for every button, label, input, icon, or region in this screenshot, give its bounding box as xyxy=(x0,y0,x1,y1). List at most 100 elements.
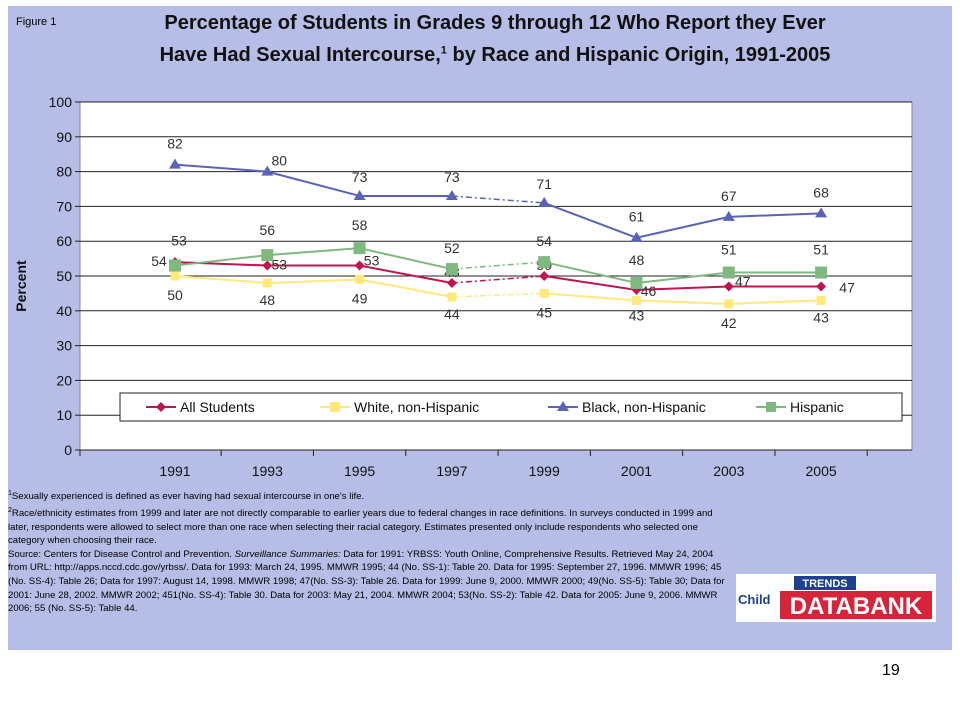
series-0-segment-3 xyxy=(451,275,545,284)
series-3-data-label-7: 51 xyxy=(813,242,829,258)
series-3-segment-2 xyxy=(359,247,453,271)
title-text-b: by Race and Hispanic Origin, 1991-2005 xyxy=(446,44,831,66)
series-3-data-label-2: 58 xyxy=(352,217,368,233)
x-tick-label-2003: 2003 xyxy=(713,463,744,479)
series-1-point-1 xyxy=(262,278,272,288)
series-1-point-7 xyxy=(816,295,826,305)
logo-child: Child xyxy=(738,592,771,607)
series-2-data-label-6: 67 xyxy=(721,188,737,204)
series-1-data-label-0: 50 xyxy=(167,287,183,303)
series-3-segment-4 xyxy=(543,261,637,284)
series-1-data-label-5: 43 xyxy=(629,307,645,323)
series-2-point-4 xyxy=(538,196,551,207)
series-2-data-label-2: 73 xyxy=(352,169,368,185)
series-1-data-label-7: 43 xyxy=(813,309,829,325)
series-1-data-label-6: 42 xyxy=(721,315,737,331)
series-0-segment-0 xyxy=(174,261,268,267)
footnote-1: 1Sexually experienced is defined as ever… xyxy=(8,490,365,503)
series-2-data-label-5: 61 xyxy=(629,209,645,225)
series-3-segment-5 xyxy=(636,271,729,284)
source-note: Source: Centers for Disease Control and … xyxy=(8,548,725,615)
series-3-point-7 xyxy=(815,266,828,279)
series-1-point-6 xyxy=(724,299,734,309)
series-3-data-label-0: 53 xyxy=(171,233,187,249)
series-2-segment-1 xyxy=(267,170,360,197)
series-3-point-0 xyxy=(169,259,181,272)
series-3-point-1 xyxy=(261,249,274,262)
series-2-data-label-4: 71 xyxy=(536,176,552,192)
series-0-data-label-2: 53 xyxy=(364,253,380,269)
series-2-point-5 xyxy=(630,231,643,242)
legend-marker-0 xyxy=(156,402,166,412)
x-tick-label-1991: 1991 xyxy=(159,463,190,479)
series-1-data-label-1: 48 xyxy=(260,292,276,308)
legend-label-2: Black, non-Hispanic xyxy=(582,399,706,415)
footnote-2-text: Race/ethnicity estimates from 1999 and l… xyxy=(8,507,713,547)
series-2-point-7 xyxy=(815,207,828,218)
series-3-data-label-5: 48 xyxy=(629,252,645,268)
series-1-point-5 xyxy=(632,295,641,305)
x-tick-label-1997: 1997 xyxy=(436,463,467,479)
series-3-data-label-6: 51 xyxy=(721,242,737,258)
chart-title-line2: Have Had Sexual Intercourse,1 by Race an… xyxy=(60,44,930,67)
y-tick-label-60: 60 xyxy=(56,233,72,249)
series-1-segment-2 xyxy=(359,278,453,298)
series-2-segment-3 xyxy=(451,195,545,204)
y-tick-label-20: 20 xyxy=(56,372,72,388)
series-2-point-3 xyxy=(445,189,458,200)
series-2-segment-0 xyxy=(174,163,268,173)
legend-label-1: White, non-Hispanic xyxy=(354,399,479,415)
legend-marker-2 xyxy=(557,401,569,411)
series-2-segment-4 xyxy=(543,201,637,239)
series-3-segment-0 xyxy=(174,254,268,267)
series-0-point-1 xyxy=(262,260,273,271)
x-tick-label-1999: 1999 xyxy=(529,463,560,479)
series-1-data-label-2: 49 xyxy=(352,290,368,306)
chart-title-line1: Percentage of Students in Grades 9 throu… xyxy=(164,12,826,34)
y-tick-label-90: 90 xyxy=(56,129,72,145)
footnote-ref-1: 1 xyxy=(440,44,447,57)
child-trends-databank-logo: TRENDS Child DATABANK xyxy=(736,574,936,622)
series-0-data-label-0: 54 xyxy=(151,253,167,269)
series-1-data-label-3: 44 xyxy=(444,306,460,322)
legend-marker-1 xyxy=(330,402,340,412)
series-0-data-label-5: 46 xyxy=(641,283,657,299)
series-0-segment-2 xyxy=(359,264,453,284)
series-1-segment-6 xyxy=(728,299,822,305)
series-0-data-label-1: 53 xyxy=(272,257,288,273)
series-0-point-4 xyxy=(539,271,550,281)
series-2-segment-6 xyxy=(728,212,822,218)
series-0-segment-5 xyxy=(636,285,729,291)
series-2-point-1 xyxy=(261,165,274,176)
y-tick-label-80: 80 xyxy=(56,164,72,180)
footnotes: 1Sexually experienced is defined as ever… xyxy=(8,487,730,616)
line-chart: 0 10 20 30 40 50 60 70 80 90 100 1991 1993 1995 1997 19… xyxy=(13,94,913,479)
series-0-point-3 xyxy=(446,277,457,288)
figure-label: Figure 1 xyxy=(16,16,57,28)
x-tick-label-1993: 1993 xyxy=(252,463,283,479)
y-tick-label-100: 100 xyxy=(49,94,73,110)
footnote-2: 2Race/ethnicity estimates from 1999 and … xyxy=(8,506,713,547)
logo-trends: TRENDS xyxy=(802,578,847,590)
y-tick-label-70: 70 xyxy=(56,198,72,214)
title-text-a: Have Had Sexual Intercourse, xyxy=(159,44,441,66)
series-1-segment-4 xyxy=(544,292,637,302)
series-1-segment-1 xyxy=(267,278,360,284)
x-tick-label-1995: 1995 xyxy=(344,463,375,479)
series-3-segment-3 xyxy=(451,261,545,270)
series-2-data-label-1: 80 xyxy=(272,153,288,169)
series-3-segment-1 xyxy=(267,247,360,257)
logo-databank: DATABANK xyxy=(790,593,923,620)
y-tick-label-40: 40 xyxy=(56,303,72,319)
series-1-point-2 xyxy=(355,274,365,284)
y-tick-label-30: 30 xyxy=(56,338,72,354)
series-2-segment-5 xyxy=(636,215,730,239)
x-tick-label-2005: 2005 xyxy=(806,463,837,479)
series-3-point-4 xyxy=(538,256,551,269)
series-3-point-5 xyxy=(630,276,643,289)
series-0-data-label-7: 47 xyxy=(839,279,855,295)
y-tick-label-10: 10 xyxy=(56,407,72,423)
footnote-1-text: Sexually experienced is defined as ever … xyxy=(11,491,365,503)
series-2-data-label-7: 68 xyxy=(813,184,829,200)
series-2-point-6 xyxy=(722,210,735,221)
